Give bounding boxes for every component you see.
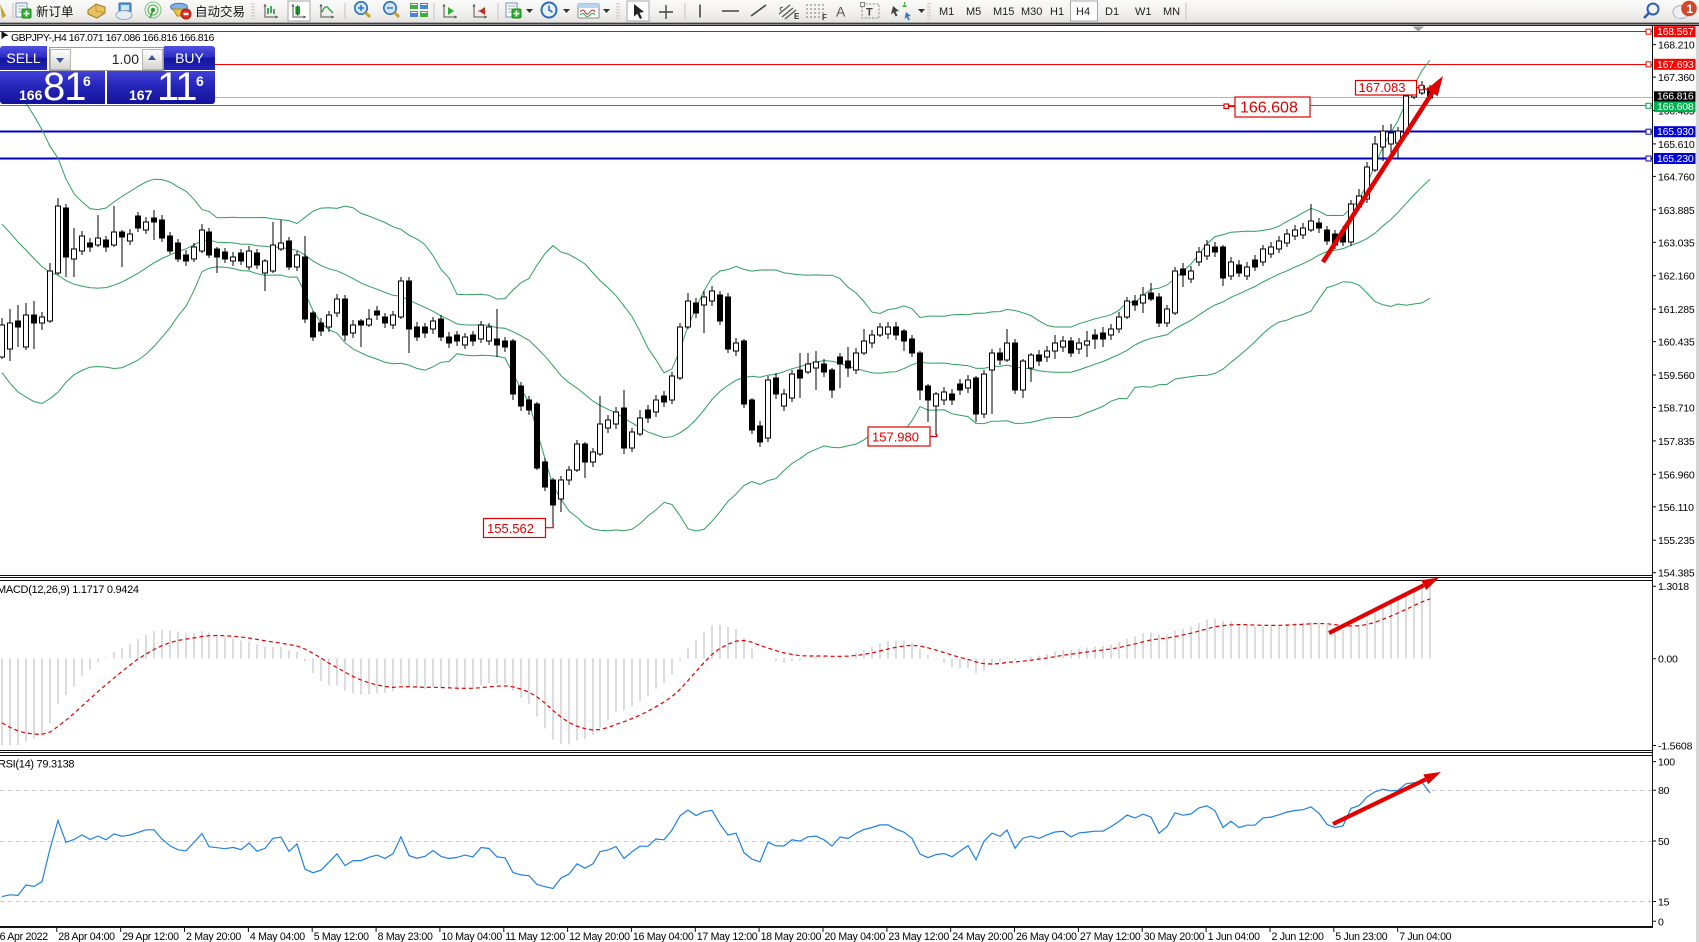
svg-text:1: 1 [1687, 2, 1694, 16]
svg-text:E: E [794, 12, 800, 21]
svg-text:168.210: 168.210 [1658, 40, 1695, 52]
svg-text:2 Jun 12:00: 2 Jun 12:00 [1272, 931, 1324, 942]
svg-text:0: 0 [1658, 916, 1664, 928]
svg-text:2 May 20:00: 2 May 20:00 [186, 931, 241, 942]
svg-text:160.435: 160.435 [1658, 337, 1695, 349]
svg-text:166.608: 166.608 [1657, 101, 1694, 113]
svg-text:MACD(12,26,9) 1.1717 0.9424: MACD(12,26,9) 1.1717 0.9424 [0, 584, 139, 596]
svg-text:168.567: 168.567 [1657, 26, 1694, 38]
svg-text:7 Jun 04:00: 7 Jun 04:00 [1399, 931, 1451, 942]
svg-text:28 Apr 04:00: 28 Apr 04:00 [58, 931, 115, 942]
svg-text:166.816: 166.816 [1657, 91, 1694, 103]
svg-text:165.610: 165.610 [1658, 139, 1695, 151]
svg-text:8 May 23:00: 8 May 23:00 [378, 931, 433, 942]
svg-text:26 May 04:00: 26 May 04:00 [1016, 931, 1077, 942]
svg-text:166.608: 166.608 [1240, 100, 1298, 117]
svg-text:50: 50 [1658, 836, 1670, 848]
svg-text:156.960: 156.960 [1658, 469, 1695, 481]
svg-text:D1: D1 [1105, 6, 1119, 18]
svg-text:158.710: 158.710 [1658, 403, 1695, 415]
svg-text:0.00: 0.00 [1658, 654, 1678, 666]
svg-text:M30: M30 [1021, 6, 1042, 18]
svg-text:167.360: 167.360 [1658, 72, 1695, 84]
svg-text:16 May 04:00: 16 May 04:00 [633, 931, 694, 942]
svg-text:RSI(14) 79.3138: RSI(14) 79.3138 [0, 759, 74, 771]
svg-text:30 May 20:00: 30 May 20:00 [1144, 931, 1205, 942]
svg-text:23 May 12:00: 23 May 12:00 [888, 931, 949, 942]
svg-text:164.760: 164.760 [1658, 171, 1695, 183]
svg-text:MN: MN [1163, 6, 1180, 18]
svg-text:20 May 04:00: 20 May 04:00 [825, 931, 886, 942]
svg-text:162.160: 162.160 [1658, 271, 1695, 283]
svg-text:163.885: 163.885 [1658, 205, 1695, 217]
svg-text:1 Jun 04:00: 1 Jun 04:00 [1208, 931, 1260, 942]
svg-text:10 May 04:00: 10 May 04:00 [441, 931, 502, 942]
svg-text:26 Apr 2022: 26 Apr 2022 [0, 931, 48, 942]
svg-text:H1: H1 [1050, 6, 1064, 18]
svg-text:24 May 20:00: 24 May 20:00 [952, 931, 1013, 942]
svg-text:156.110: 156.110 [1658, 502, 1694, 514]
svg-text:M1: M1 [939, 6, 954, 18]
svg-text:12 May 20:00: 12 May 20:00 [569, 931, 630, 942]
svg-text:W1: W1 [1135, 6, 1152, 18]
svg-text:159.560: 159.560 [1658, 370, 1695, 382]
svg-text:100: 100 [1658, 757, 1675, 769]
svg-text:A: A [836, 4, 846, 20]
svg-text:自动交易: 自动交易 [195, 4, 245, 19]
svg-text:155.235: 155.235 [1658, 535, 1695, 547]
svg-text:17 May 12:00: 17 May 12:00 [697, 931, 758, 942]
svg-text:M5: M5 [966, 6, 981, 18]
svg-text:F: F [822, 13, 827, 22]
svg-text:29 Apr 12:00: 29 Apr 12:00 [122, 931, 179, 942]
svg-text:4 May 04:00: 4 May 04:00 [250, 931, 305, 942]
svg-text:27 May 12:00: 27 May 12:00 [1080, 931, 1141, 942]
svg-text:161.285: 161.285 [1658, 304, 1695, 316]
svg-text:165.230: 165.230 [1657, 153, 1694, 165]
svg-text:80: 80 [1658, 785, 1670, 797]
svg-text:5 Jun 23:00: 5 Jun 23:00 [1335, 931, 1387, 942]
svg-text:T: T [866, 7, 873, 19]
svg-text:155.562: 155.562 [487, 521, 534, 536]
svg-text:154.385: 154.385 [1658, 568, 1695, 580]
svg-text:GBPJPY-,H4 167.071 167.086 16: GBPJPY-,H4 167.071 167.086 166.816 166.8… [11, 32, 214, 44]
svg-text:5 May 12:00: 5 May 12:00 [314, 931, 369, 942]
svg-text:165.930: 165.930 [1657, 126, 1694, 138]
svg-text:新订单: 新订单 [36, 4, 74, 19]
svg-text:157.980: 157.980 [872, 430, 919, 445]
svg-text:-1.5608: -1.5608 [1658, 741, 1693, 753]
svg-text:M15: M15 [993, 6, 1014, 18]
svg-text:163.035: 163.035 [1658, 237, 1695, 249]
svg-text:11 May 12:00: 11 May 12:00 [505, 931, 565, 942]
svg-text:18 May 20:00: 18 May 20:00 [761, 931, 822, 942]
svg-text:157.835: 157.835 [1658, 436, 1695, 448]
svg-text:167.693: 167.693 [1657, 59, 1694, 71]
svg-text:167.083: 167.083 [1359, 80, 1406, 95]
svg-text:15: 15 [1658, 897, 1670, 909]
svg-text:H4: H4 [1076, 6, 1090, 18]
svg-text:1.3018: 1.3018 [1658, 581, 1689, 593]
